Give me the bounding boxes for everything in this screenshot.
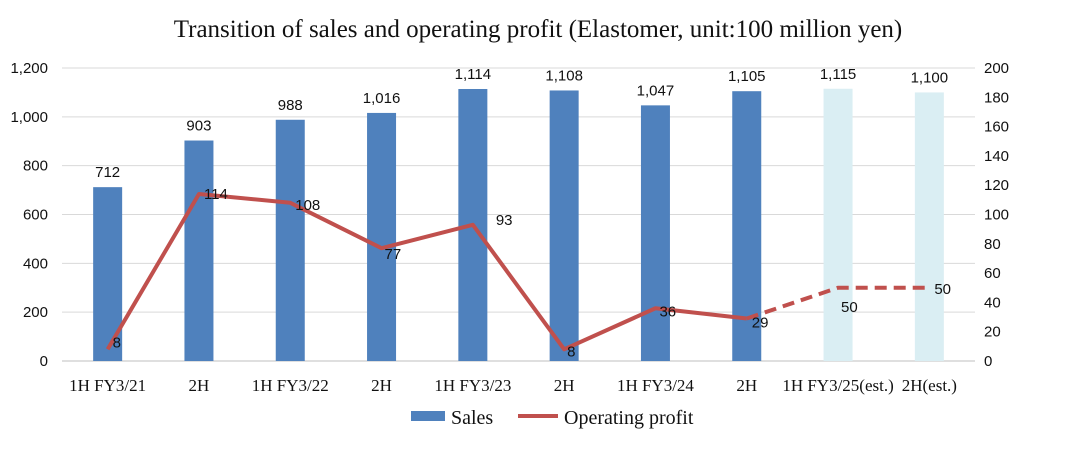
sales-data-label: 1,108: [545, 67, 583, 84]
sales-data-label: 1,114: [455, 66, 491, 83]
x-tick-label: 1H FY3/23: [434, 376, 511, 395]
sales-data-label: 1,016: [363, 90, 401, 107]
legend: Sales Operating profit: [411, 407, 694, 429]
operating-profit-data-label: 8: [567, 343, 575, 360]
y-left-tick-label: 0: [40, 353, 48, 370]
operating-profit-series-line: [105, 191, 747, 352]
y-left-tick-label: 1,000: [10, 109, 48, 126]
sales-bar: [823, 88, 853, 362]
y-left-tick-label: 200: [23, 304, 48, 321]
y-right-tick-label: 60: [984, 265, 1001, 282]
y-right-tick-label: 180: [984, 89, 1009, 106]
sales-data-label: 1,105: [728, 68, 766, 85]
x-tick-label: 1H FY3/24: [617, 376, 694, 395]
sales-data-label: 1,115: [820, 66, 856, 83]
operating-profit-data-label: 114: [204, 186, 228, 203]
x-tick-label: 1H FY3/21: [69, 376, 146, 395]
y-right-tick-label: 20: [984, 324, 1001, 341]
y-left-tick-label: 800: [23, 158, 48, 175]
y-right-tick-label: 120: [984, 177, 1009, 194]
y-right-tick-label: 80: [984, 236, 1001, 253]
operating-profit-data-label: 8: [113, 334, 121, 351]
operating-profit-data-label: 50: [934, 281, 951, 298]
x-tick-label: 1H FY3/22: [252, 376, 329, 395]
x-axis: 1H FY3/21 2H 1H FY3/22 2H 1H FY3/23 2H 1H FY3/…: [69, 376, 957, 395]
legend-label-operating-profit: Operating profit: [564, 407, 694, 429]
sales-data-labels: 712 903 988 1,016 1,114 1,108 1,047 1,105 1,115 1…: [95, 66, 948, 181]
operating-profit-data-label: 93: [496, 212, 513, 229]
sales-data-label: 988: [278, 97, 303, 114]
sales-bar: [914, 92, 944, 362]
y-right-tick-label: 140: [984, 148, 1009, 165]
operating-profit-data-labels: 8 114 108 77 93 8 36 29 50 50: [113, 186, 951, 360]
y-axis-left: 0 200 400 600 800 1,000 1,200: [10, 60, 48, 370]
legend-label-sales: Sales: [451, 407, 493, 429]
operating-profit-data-label: 77: [385, 246, 402, 263]
sales-bar: [275, 119, 305, 361]
y-left-tick-label: 1,200: [10, 60, 48, 77]
y-axis-right: 0 20 40 60 80 100 120 140 160 180 200: [984, 60, 1009, 370]
x-tick-label: 2H(est.): [902, 376, 957, 395]
x-tick-label: 2H: [736, 376, 757, 395]
operating-profit-line: [105, 191, 930, 352]
legend-swatch-sales: [411, 411, 445, 421]
sales-bar: [549, 90, 579, 362]
sales-data-label: 903: [186, 118, 211, 135]
sales-data-label: 712: [95, 164, 120, 181]
x-tick-label: 2H: [554, 376, 575, 395]
sales-bar: [184, 140, 214, 361]
sales-data-label: 1,047: [637, 82, 675, 99]
sales-bar: [640, 105, 670, 361]
y-right-tick-label: 0: [984, 353, 992, 370]
gridlines: [62, 67, 975, 362]
sales-data-label: 1,100: [911, 69, 949, 86]
y-right-tick-label: 200: [984, 60, 1009, 77]
operating-profit-data-label: 29: [752, 315, 769, 332]
y-right-tick-label: 160: [984, 119, 1009, 136]
y-right-tick-label: 100: [984, 207, 1009, 224]
x-tick-label: 1H FY3/25(est.): [782, 376, 893, 395]
chart-title: Transition of sales and operating profit…: [174, 16, 903, 43]
sales-bar: [367, 112, 397, 361]
operating-profit-data-label: 36: [659, 303, 676, 320]
y-left-tick-label: 400: [23, 255, 48, 272]
y-right-tick-label: 40: [984, 294, 1001, 311]
y-left-tick-label: 600: [23, 207, 48, 224]
x-tick-label: 2H: [189, 376, 210, 395]
sales-bars: [93, 88, 944, 362]
operating-profit-data-label: 50: [841, 299, 858, 316]
operating-profit-data-label: 108: [295, 197, 320, 214]
x-tick-label: 2H: [371, 376, 392, 395]
operating-profit-estimate-line: [746, 285, 930, 321]
